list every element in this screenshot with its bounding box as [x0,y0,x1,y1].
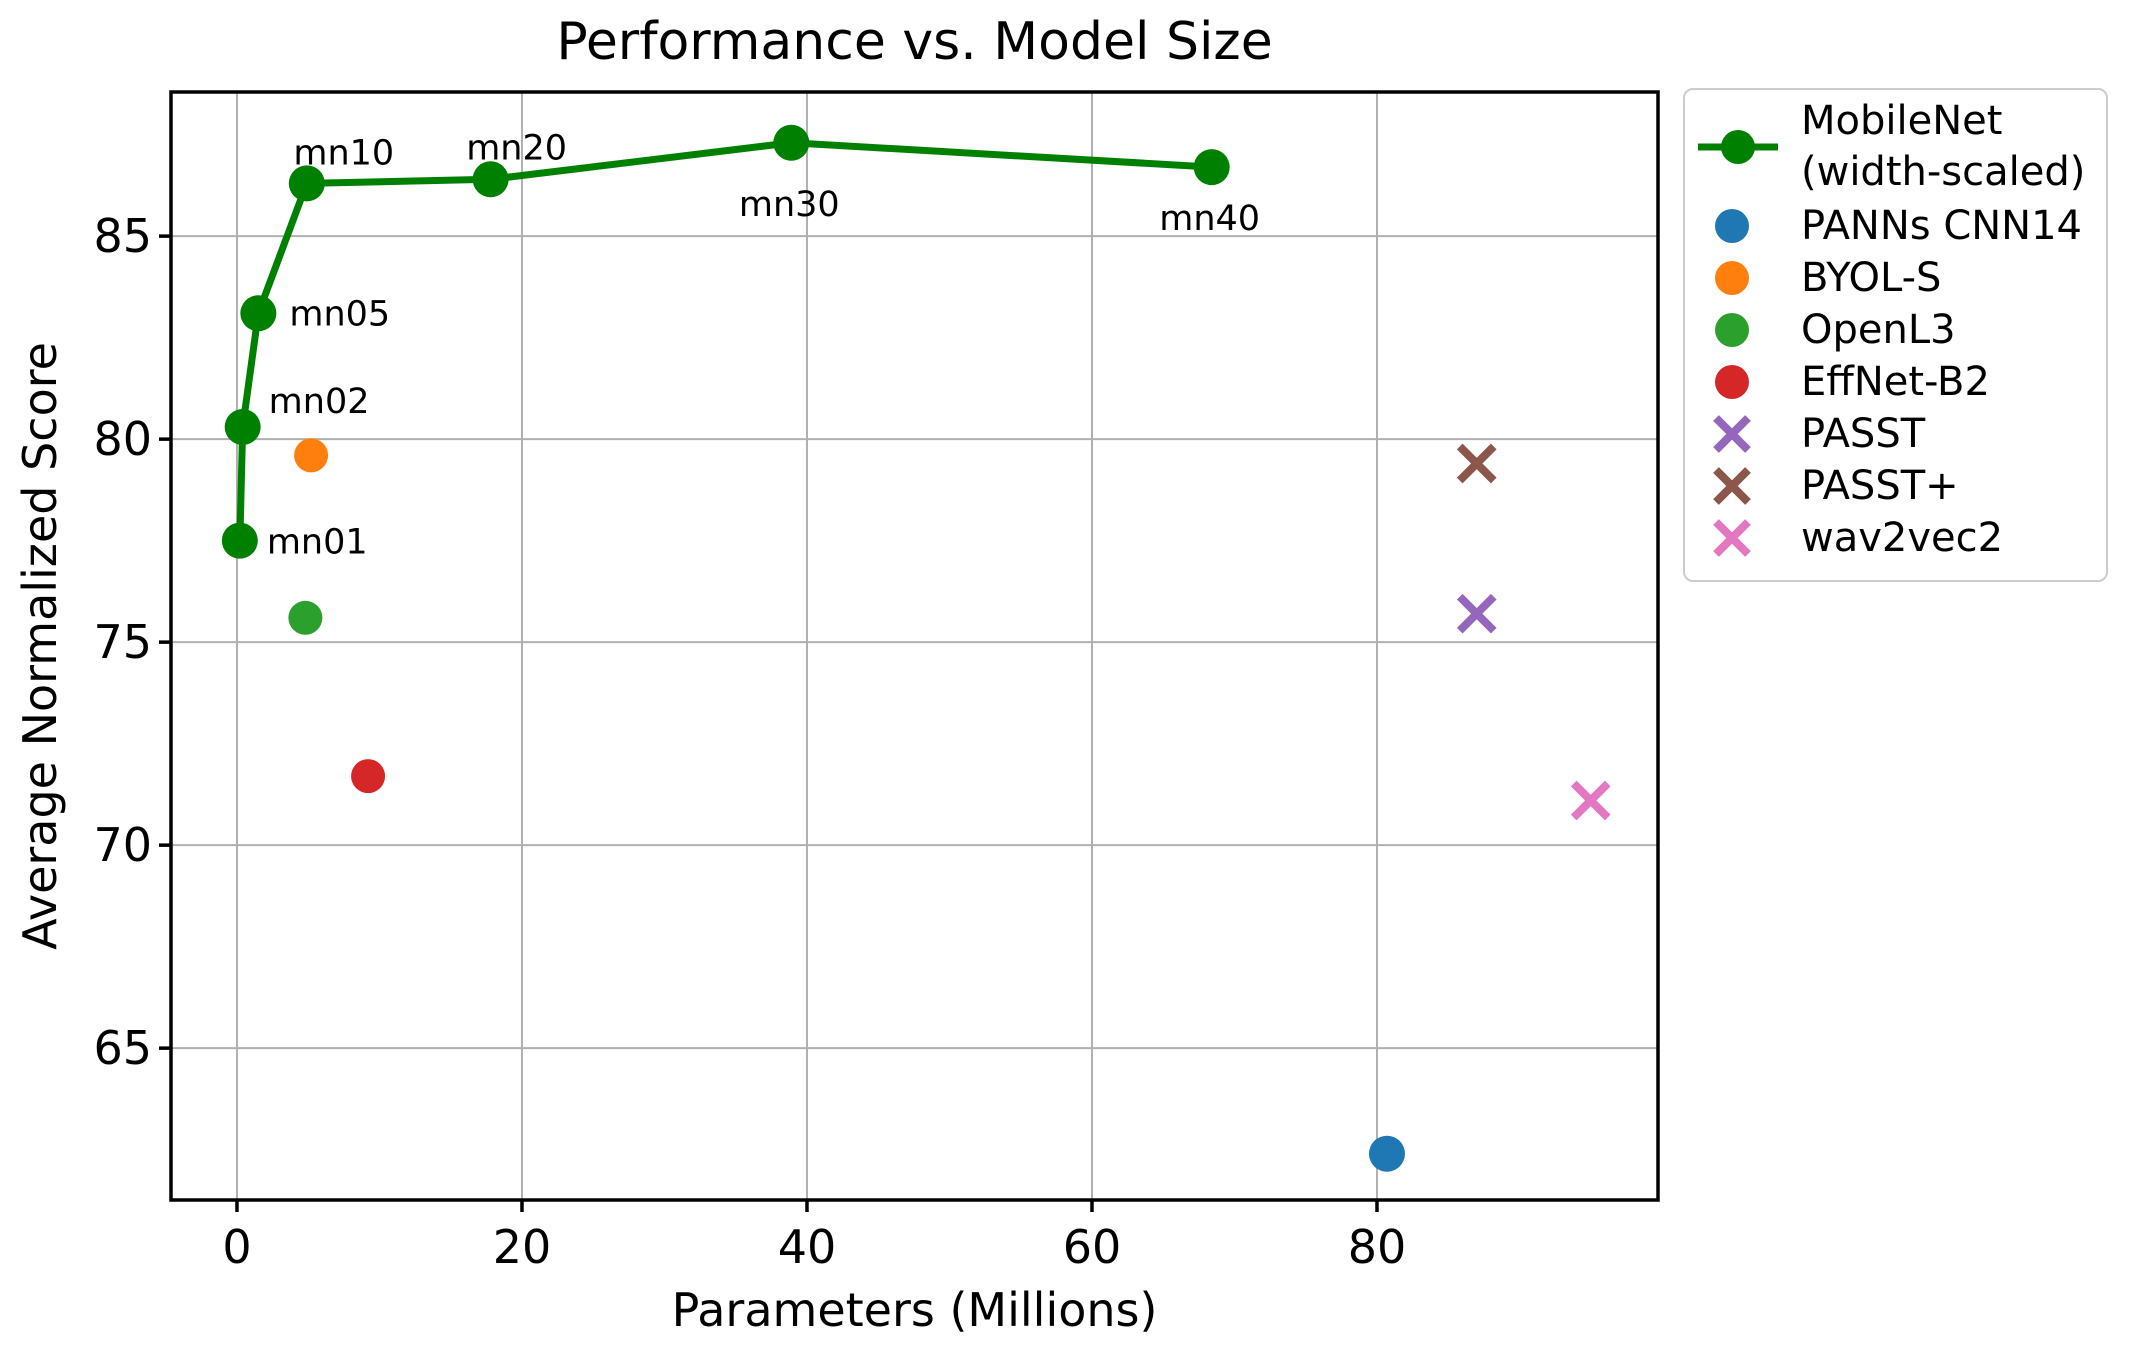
point-annotation: mn10 [293,133,394,173]
data-point-marker [351,759,386,794]
legend-item: PASST [1693,408,2098,460]
legend-x-marker-icon [1693,462,1795,510]
data-point-marker [773,124,810,161]
y-tick-label: 70 [93,818,152,873]
series-mobilenet-width-scaled-: mn01 mn02 mn05 mn10 mn20 mn30 mn40 [221,124,1260,563]
series-effnet-b2 [351,759,386,794]
y-tick-label: 85 [93,209,152,264]
data-point-marker [288,165,325,202]
series-passt- [1456,443,1497,484]
legend-circle-marker-icon [1693,306,1795,354]
data-point-marker [224,408,261,445]
x-tick-label: 80 [1347,1220,1407,1274]
series-openl3 [288,600,323,635]
legend-item: EffNet-B2 [1693,356,2098,408]
data-point-marker [472,161,509,198]
legend-item: OpenL3 [1693,304,2098,356]
point-annotation: mn30 [739,185,840,225]
legend-item-label: OpenL3 [1801,306,1956,353]
legend-item-label: MobileNet (width-scaled) [1801,98,2086,195]
series-group: mn01 mn02 mn05 mn10 mn20 mn30 mn40 [221,124,1611,1172]
series-panns-cnn14 [1368,1135,1405,1172]
gridlines [171,92,1658,1200]
point-annotation: mn02 [269,382,370,422]
data-point-marker [240,295,277,332]
legend-item-label: PASST+ [1801,462,1959,509]
x-tick-label: 20 [492,1220,552,1274]
data-point-x-marker [1456,443,1497,484]
series-line [236,139,1216,545]
series-passt [1456,593,1497,634]
series-wav2vec2 [1570,780,1611,821]
point-annotation: mn01 [267,523,368,563]
y-tick-label: 65 [93,1021,152,1076]
data-point-x-marker [1570,780,1611,821]
legend-item-label: PASST [1801,410,1926,457]
legend-item-label: PANNs CNN14 [1801,202,2082,249]
point-annotation: mn05 [289,294,390,334]
x-axis-label: Parameters (Millions) [671,1283,1158,1337]
legend-item: wav2vec2 [1693,512,2098,564]
legend-x-marker-icon [1693,514,1795,562]
y-tick-label: 75 [93,615,152,670]
plot-border [169,90,1660,1202]
legend-circle-marker-icon [1693,202,1795,250]
legend-item: BYOL-S [1693,252,2098,304]
legend-circle-marker-icon [1693,254,1795,302]
legend-item: PASST+ [1693,460,2098,512]
x-tick-label: 40 [777,1220,837,1274]
legend-item: PANNs CNN14 [1693,200,2098,252]
x-tick-label: 60 [1062,1220,1122,1274]
legend-x-marker-icon [1693,410,1795,458]
chart-title: Performance vs. Model Size [556,12,1273,72]
series-byol-s [294,438,329,473]
data-point-marker [294,438,329,473]
legend-item-label: wav2vec2 [1801,514,2004,561]
legend-item-label: EffNet-B2 [1801,358,1990,405]
data-point-marker [1193,149,1230,186]
point-annotation: mn20 [466,128,567,168]
data-point-x-marker [1456,593,1497,634]
data-point-marker [1368,1135,1405,1172]
axes-spines [159,90,1660,1212]
x-tick-label: 0 [222,1220,252,1274]
data-point-marker [221,522,258,559]
legend-item: MobileNet (width-scaled) [1693,94,2098,200]
point-annotation: mn40 [1159,199,1260,239]
legend-line-marker-icon [1693,123,1795,171]
y-tick-label: 80 [93,412,152,467]
legend-item-label: BYOL-S [1801,254,1942,301]
data-point-marker [288,600,323,635]
legend: MobileNet (width-scaled) PANNs CNN14 BYOL-… [1683,88,2108,582]
legend-circle-marker-icon [1693,358,1795,406]
